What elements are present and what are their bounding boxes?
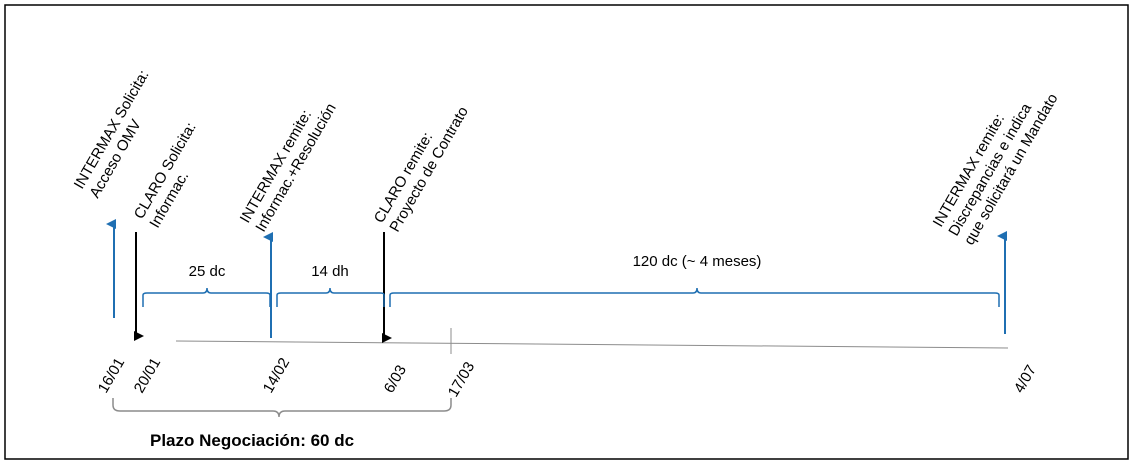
brace-120dc <box>389 287 1000 307</box>
duration-label-3: 120 dc (~ 4 meses) <box>633 253 762 270</box>
duration-label-1: 25 dc <box>189 263 226 280</box>
frame-border <box>4 4 1129 460</box>
event-label-5: INTERMAX remite: Discrepancias e indica … <box>930 91 1062 248</box>
event-label-4: CLARO remite: Proyecto de Contrato <box>371 104 472 235</box>
date-label-20-01: 20/01 <box>131 355 164 396</box>
total-negotiation-label: Plazo Negociación: 60 dc <box>150 431 354 450</box>
brace-total <box>112 398 452 418</box>
brace-14dh <box>276 287 385 307</box>
brace-25dc <box>142 287 271 307</box>
date-label-17-03: 17/03 <box>445 359 478 400</box>
date-label-14-02: 14/02 <box>260 355 293 396</box>
date-label-6-03: 6/03 <box>381 362 410 396</box>
timeline-axis <box>175 340 1009 349</box>
date-label-16-01: 16/01 <box>95 355 128 396</box>
date-label-4-07: 4/07 <box>1011 362 1040 396</box>
duration-label-2: 14 dh <box>311 263 349 280</box>
event-label-2: CLARO Solicita: Informac. <box>131 120 200 231</box>
event-label-3: INTERMAX remite: Informac.+Resolución <box>237 100 340 235</box>
